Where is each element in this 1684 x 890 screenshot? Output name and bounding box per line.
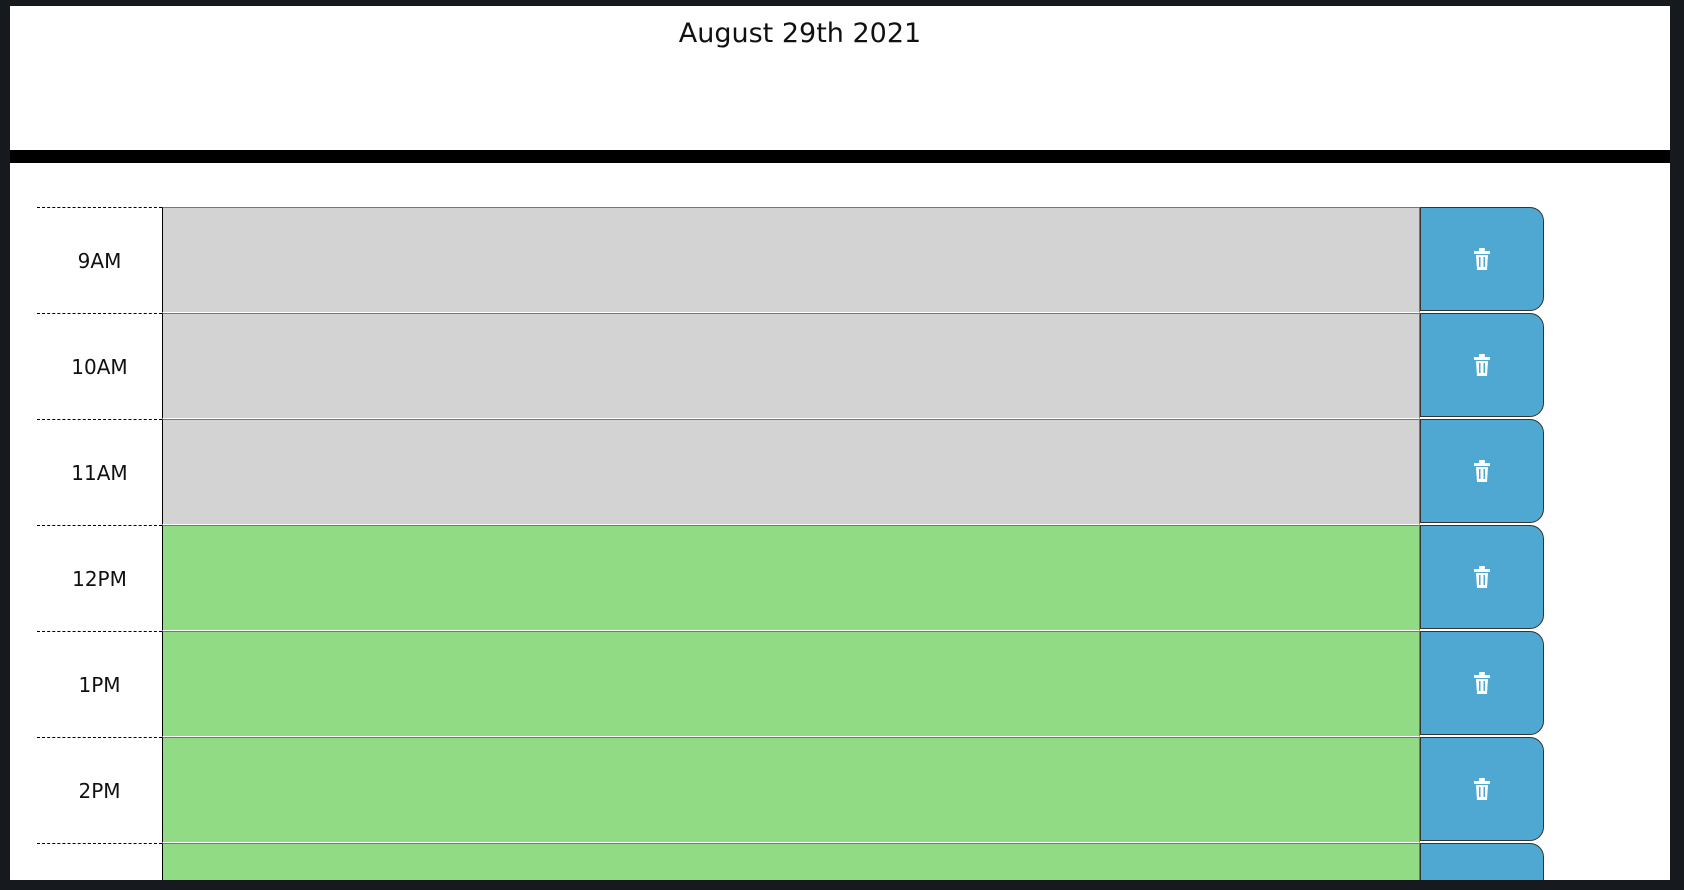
trash-icon (1474, 566, 1490, 588)
time-block: 11AM (37, 419, 1545, 525)
event-input[interactable] (162, 313, 1420, 419)
time-block: 9AM (37, 207, 1545, 313)
hour-label: 10AM (37, 313, 162, 419)
delete-button[interactable] (1420, 525, 1544, 629)
delete-button[interactable] (1420, 843, 1544, 880)
hour-label: 12PM (37, 525, 162, 631)
event-input[interactable] (162, 737, 1420, 843)
trash-icon (1474, 778, 1490, 800)
hour-label: 9AM (37, 207, 162, 313)
event-input[interactable] (162, 843, 1420, 880)
app: August 29th 2021 9AM 10AM 11AM 12PM 1PM 2PM (10, 6, 1670, 880)
hour-label (37, 843, 162, 880)
hour-label: 11AM (37, 419, 162, 525)
trash-icon (1474, 354, 1490, 376)
delete-button[interactable] (1420, 631, 1544, 735)
delete-button[interactable] (1420, 313, 1544, 417)
delete-button[interactable] (1420, 207, 1544, 311)
event-input[interactable] (162, 525, 1420, 631)
delete-button[interactable] (1420, 737, 1544, 841)
event-input[interactable] (162, 631, 1420, 737)
header-bar (10, 150, 1670, 163)
time-block: 12PM (37, 525, 1545, 631)
trash-icon (1474, 248, 1490, 270)
schedule: 9AM 10AM 11AM 12PM 1PM 2PM (37, 207, 1545, 880)
event-input[interactable] (162, 207, 1420, 313)
hour-label: 2PM (37, 737, 162, 843)
time-block (37, 843, 1545, 880)
trash-icon (1474, 460, 1490, 482)
delete-button[interactable] (1420, 419, 1544, 523)
date-header: August 29th 2021 (678, 18, 922, 49)
time-block: 2PM (37, 737, 1545, 843)
time-block: 1PM (37, 631, 1545, 737)
hour-label: 1PM (37, 631, 162, 737)
time-block: 10AM (37, 313, 1545, 419)
event-input[interactable] (162, 419, 1420, 525)
trash-icon (1474, 672, 1490, 694)
